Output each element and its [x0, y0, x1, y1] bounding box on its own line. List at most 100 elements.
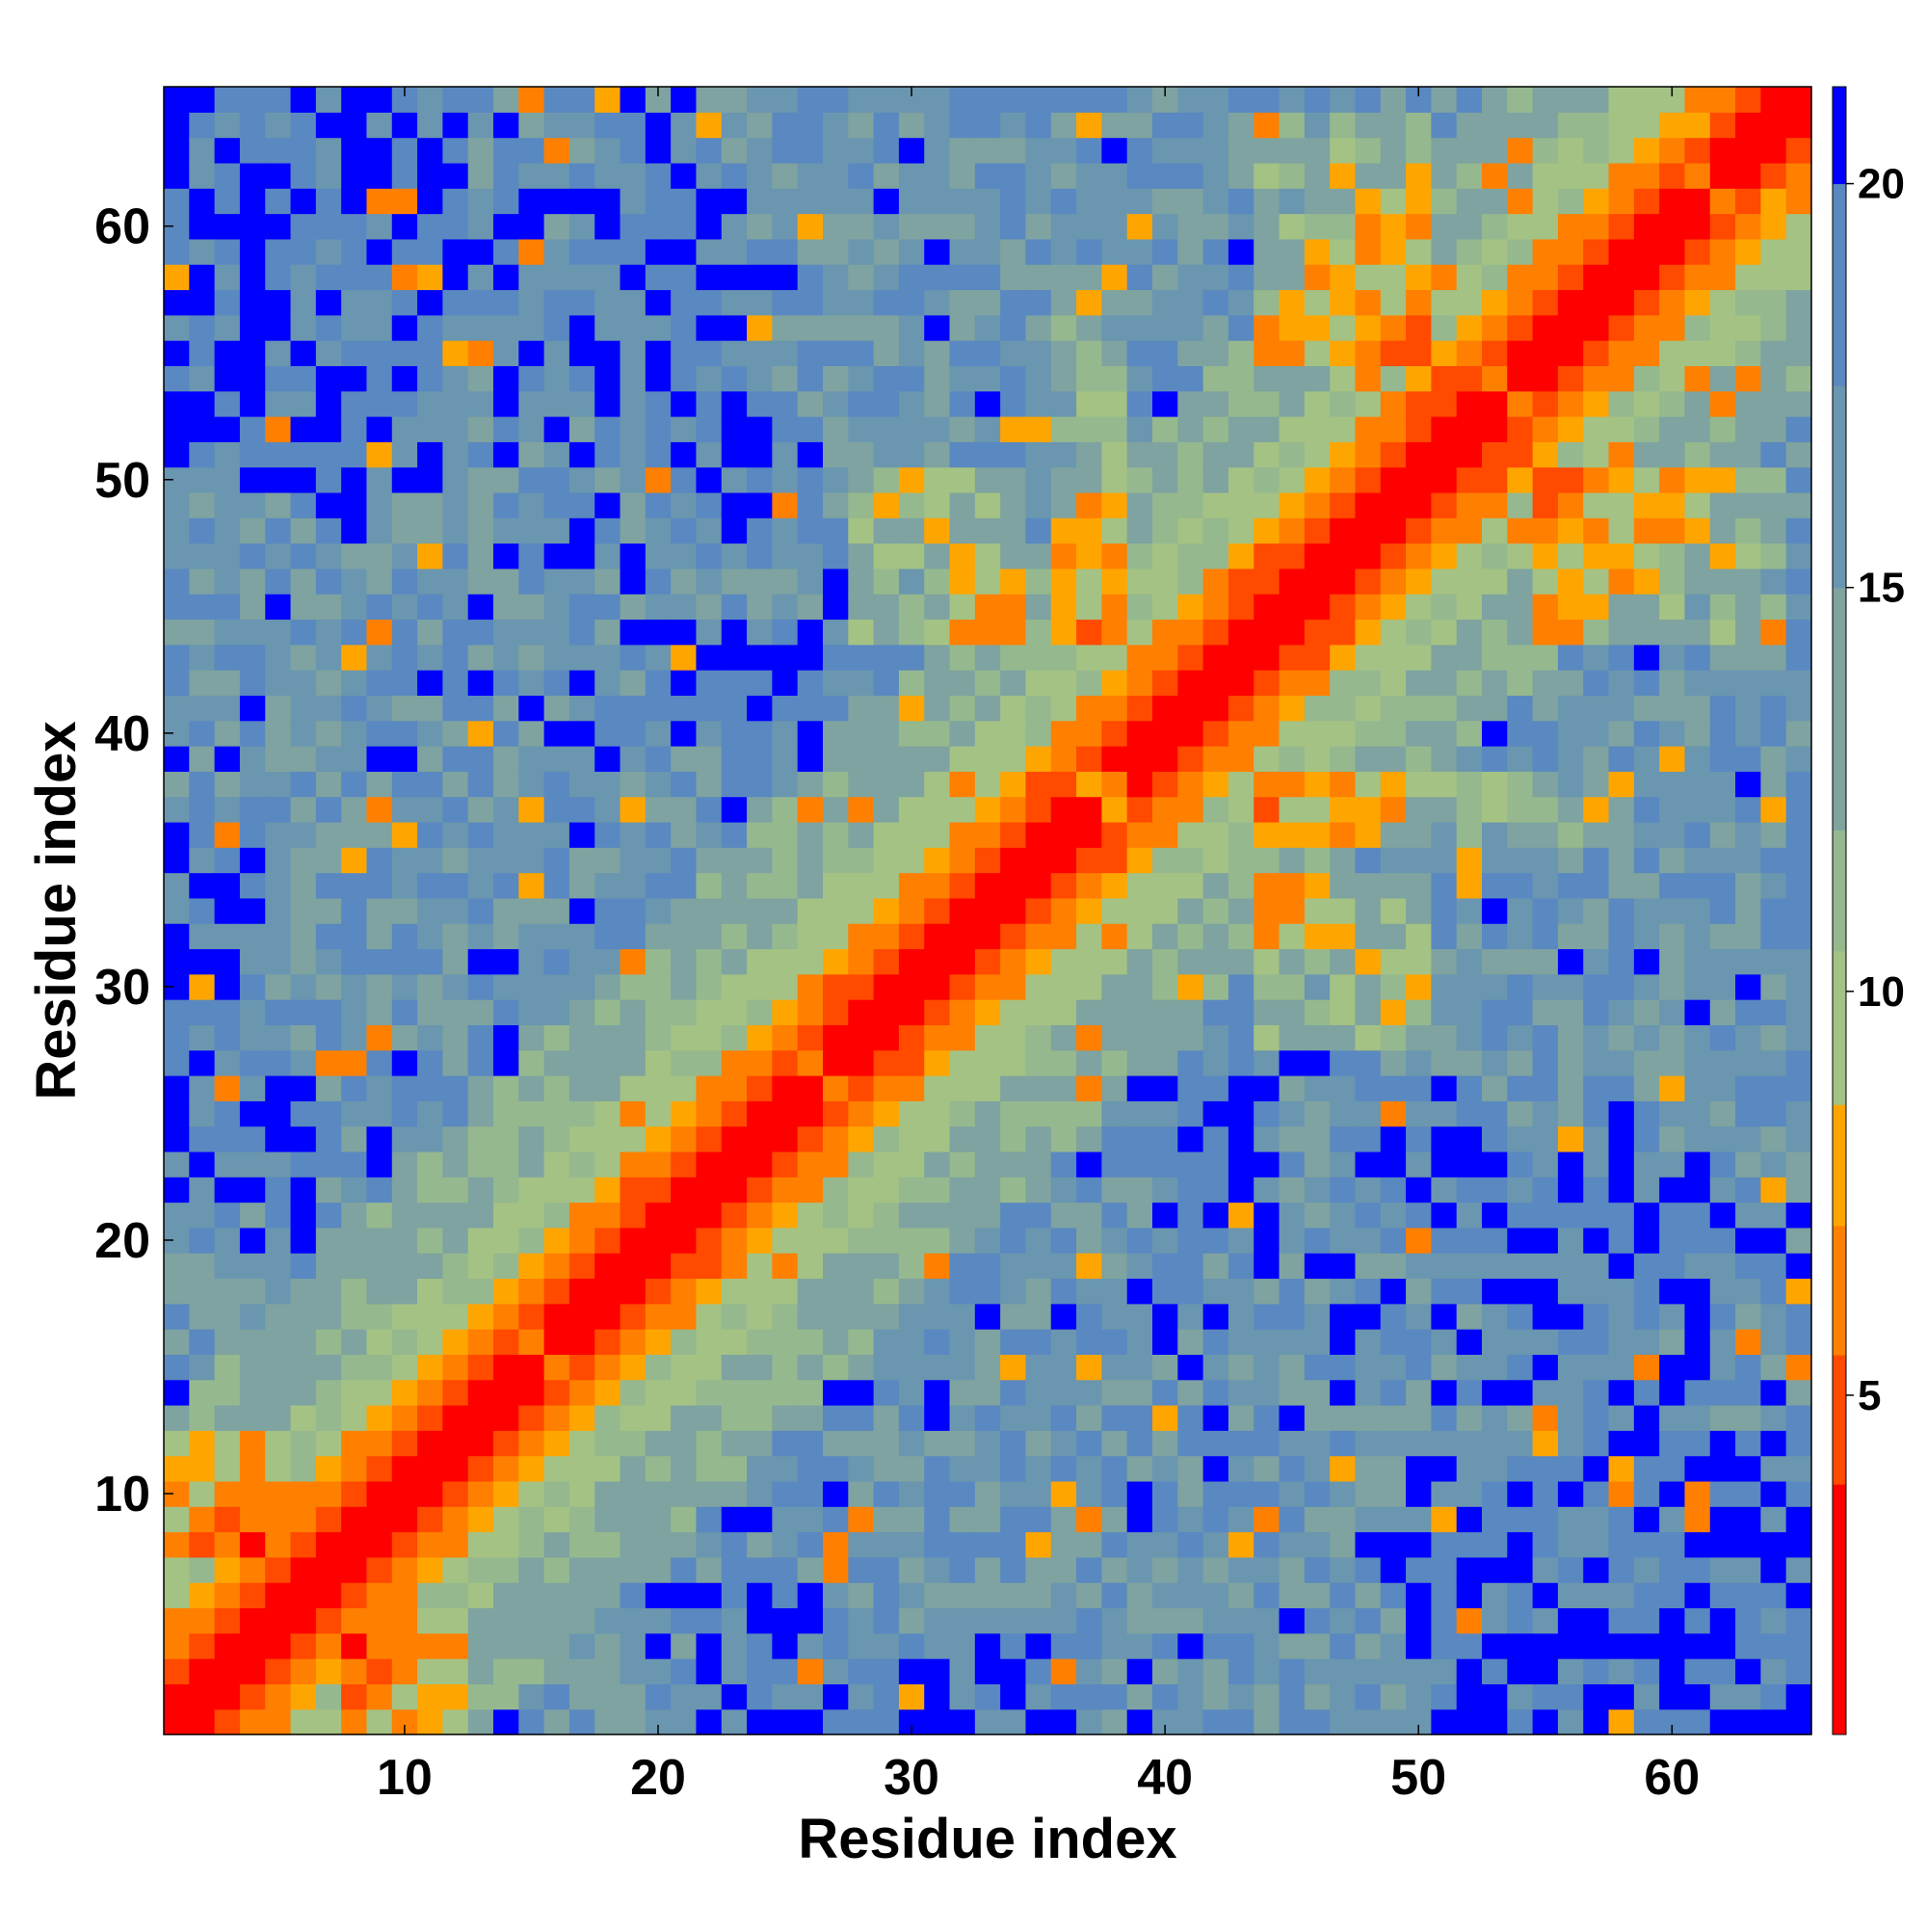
heatmap-cell: [898, 213, 925, 240]
heatmap-cell: [189, 87, 216, 113]
heatmap-cell: [1050, 466, 1077, 493]
heatmap-cell: [239, 1455, 266, 1482]
heatmap-cell: [696, 1379, 723, 1406]
heatmap-cell: [315, 796, 342, 823]
heatmap-cell: [1279, 897, 1306, 924]
heatmap-cell: [1406, 1100, 1432, 1127]
heatmap-cell: [568, 1430, 595, 1457]
heatmap-cell: [594, 619, 621, 646]
heatmap-cell: [1076, 1683, 1102, 1710]
heatmap-cell: [1659, 1024, 1686, 1051]
heatmap-cell: [467, 568, 494, 595]
heatmap-cell: [1760, 390, 1787, 417]
heatmap-cell: [823, 1556, 849, 1583]
heatmap-cell: [543, 1430, 570, 1457]
heatmap-cell: [620, 568, 647, 595]
heatmap-cell: [366, 137, 393, 164]
heatmap-cell: [1507, 289, 1534, 316]
heatmap-cell: [366, 517, 393, 544]
heatmap-cell: [873, 923, 900, 950]
heatmap-cell: [1482, 695, 1508, 722]
heatmap-cell: [1152, 1582, 1178, 1609]
heatmap-cell: [164, 441, 190, 468]
heatmap-cell: [696, 923, 723, 950]
heatmap-cell: [1735, 340, 1761, 366]
heatmap-cell: [1406, 213, 1432, 240]
heatmap-cell: [1709, 1582, 1736, 1609]
heatmap-cell: [290, 771, 317, 798]
heatmap-cell: [620, 1556, 647, 1583]
heatmap-cell: [1760, 1430, 1787, 1457]
heatmap-cell: [1406, 1582, 1432, 1609]
heatmap-cell: [265, 491, 292, 518]
heatmap-cell: [1101, 1658, 1128, 1684]
heatmap-cell: [1760, 644, 1787, 671]
heatmap-cell: [594, 517, 621, 544]
heatmap-cell: [1684, 923, 1711, 950]
heatmap-cell: [1583, 568, 1610, 595]
heatmap-cell: [1177, 695, 1204, 722]
heatmap-cell: [1684, 1354, 1711, 1381]
heatmap-cell: [1735, 517, 1761, 544]
heatmap-cell: [1659, 314, 1686, 341]
heatmap-cell: [721, 264, 748, 291]
heatmap-cell: [189, 289, 216, 316]
heatmap-cell: [1279, 619, 1306, 646]
heatmap-cell: [797, 1177, 824, 1204]
heatmap-cell: [1177, 1379, 1204, 1406]
heatmap-cell: [671, 1253, 698, 1280]
heatmap-cell: [772, 1177, 799, 1204]
heatmap-cell: [974, 1049, 1001, 1076]
heatmap-cell: [645, 238, 672, 265]
heatmap-cell: [1355, 1405, 1382, 1431]
heatmap-cell: [797, 1100, 824, 1127]
heatmap-cell: [1760, 1100, 1787, 1127]
heatmap-cell: [1126, 340, 1153, 366]
heatmap-cell: [620, 466, 647, 493]
heatmap-cell: [873, 289, 900, 316]
heatmap-cell: [772, 1455, 799, 1482]
heatmap-cell: [645, 1632, 672, 1659]
heatmap-cell: [1254, 1607, 1280, 1634]
heatmap-cell: [1659, 1658, 1686, 1684]
heatmap-cell: [1684, 112, 1711, 139]
heatmap-cell: [594, 897, 621, 924]
heatmap-cell: [239, 340, 266, 366]
heatmap-cell: [1101, 238, 1128, 265]
heatmap-cell: [391, 670, 418, 696]
heatmap-cell: [797, 594, 824, 621]
heatmap-cell: [467, 973, 494, 1000]
heatmap-cell: [1330, 1177, 1357, 1204]
heatmap-cell: [315, 87, 342, 113]
heatmap-cell: [568, 821, 595, 848]
heatmap-cell: [747, 999, 773, 1025]
heatmap-cell: [467, 441, 494, 468]
heatmap-cell: [164, 1582, 190, 1609]
heatmap-cell: [214, 771, 241, 798]
heatmap-cell: [239, 973, 266, 1000]
heatmap-cell: [1304, 162, 1331, 189]
heatmap-cell: [1406, 1632, 1432, 1659]
heatmap-cell: [1507, 847, 1534, 874]
heatmap-cell: [1330, 390, 1357, 417]
heatmap-cell: [1684, 771, 1711, 798]
heatmap-cell: [1126, 1024, 1153, 1051]
heatmap-cell: [1532, 568, 1559, 595]
heatmap-cell: [873, 1049, 900, 1076]
heatmap-cell: [1025, 87, 1052, 113]
heatmap-cell: [1330, 872, 1357, 899]
heatmap-cell: [1482, 543, 1508, 569]
heatmap-cell: [1227, 923, 1254, 950]
heatmap-cell: [1583, 746, 1610, 772]
heatmap-cell: [1304, 390, 1331, 417]
heatmap-cell: [1659, 821, 1686, 848]
heatmap-cell: [848, 1329, 875, 1355]
heatmap-cell: [1608, 821, 1635, 848]
heatmap-cell: [1507, 238, 1534, 265]
heatmap-cell: [848, 1075, 875, 1101]
heatmap-cell: [823, 973, 849, 1000]
heatmap-cell: [747, 264, 773, 291]
heatmap-cell: [1633, 1177, 1660, 1204]
heatmap-cell: [797, 999, 824, 1025]
heatmap-cell: [518, 543, 545, 569]
